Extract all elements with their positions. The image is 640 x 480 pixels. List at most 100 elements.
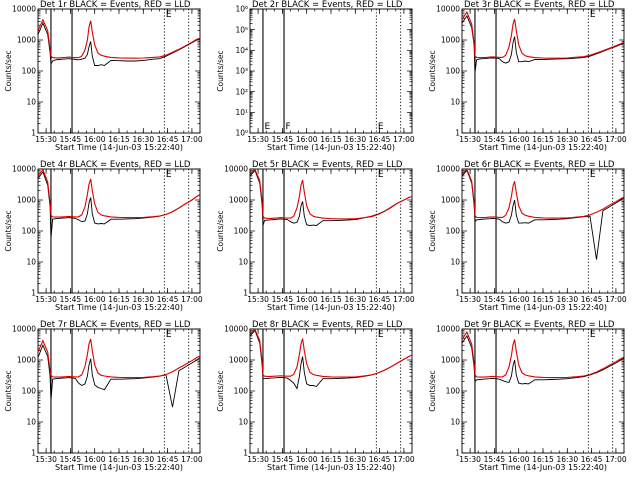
x-axis-label: Start Time (14-Jun-03 15:22:40) — [479, 143, 607, 152]
y-axis-label: Counts/sec — [428, 50, 437, 91]
x-tick-label: 16:30 — [344, 135, 366, 144]
x-tick-label: 16:45 — [581, 135, 603, 144]
panel-det-2r: Det 2r BLACK = Events, RED = LLD 10⁰ 10¹ 10… — [216, 0, 415, 152]
x-tick-label: 15:30 — [35, 295, 57, 304]
panel-title: Det 7r BLACK = Events, RED = LLD — [40, 320, 191, 330]
series-events-line — [37, 171, 201, 238]
marker-letter-e: E — [166, 10, 172, 20]
x-tick-label: 16:45 — [369, 135, 391, 144]
y-tick-label: 1000 — [441, 356, 460, 365]
x-tick-label: 16:45 — [581, 295, 603, 304]
y-axis-label: Counts/sec — [4, 50, 13, 91]
y-tick-label: 1 — [455, 129, 460, 138]
x-tick-label: 16:30 — [556, 135, 578, 144]
series-lld-line — [37, 168, 201, 219]
y-tick-label: 10000 — [436, 165, 460, 174]
x-tick-label: 17:00 — [181, 295, 203, 304]
x-tick-label: 16:45 — [157, 455, 179, 464]
panel-det-3r: Det 3r BLACK = Events, RED = LLD 1 10 100 10… — [428, 0, 627, 152]
x-tick-label: 16:00 — [508, 135, 530, 144]
y-tick-label: 100 — [22, 67, 37, 76]
panel-title: Det 5r BLACK = Events, RED = LLD — [252, 160, 403, 170]
x-tick-label: 17:00 — [393, 295, 415, 304]
y-tick-label: 100 — [22, 387, 37, 396]
y-tick-label: 1000 — [441, 196, 460, 205]
y-tick-label: 10⁵ — [235, 25, 248, 34]
x-tick-label: 16:00 — [296, 295, 318, 304]
y-tick-label: 10000 — [224, 325, 248, 334]
panel-title: Det 3r BLACK = Events, RED = LLD — [464, 0, 615, 10]
series-lld-line — [249, 328, 413, 378]
panel-det-9r: Det 9r BLACK = Events, RED = LLD 1 10 100 10… — [428, 320, 627, 472]
x-tick-label: 17:00 — [605, 295, 627, 304]
plot-frame — [461, 8, 625, 134]
series-events-line — [249, 329, 413, 390]
y-tick-label: 1 — [455, 449, 460, 458]
series-events-line — [249, 169, 413, 226]
x-tick-label: 16:45 — [157, 135, 179, 144]
x-axis-label: Start Time (14-Jun-03 15:22:40) — [479, 463, 607, 472]
x-tick-label: 16:15 — [532, 455, 554, 464]
x-tick-label: 17:00 — [393, 455, 415, 464]
series-events-line — [37, 344, 201, 408]
x-tick-label: 16:15 — [108, 135, 130, 144]
panel-det-7r: Det 7r BLACK = Events, RED = LLD 1 10 100 10… — [4, 320, 203, 472]
y-tick-label: 1000 — [441, 36, 460, 45]
x-tick-label: 15:30 — [459, 135, 481, 144]
y-tick-label: 1 — [31, 289, 36, 298]
x-axis-label: Start Time (14-Jun-03 15:22:40) — [267, 303, 395, 312]
x-axis-label: Start Time (14-Jun-03 15:22:40) — [55, 303, 183, 312]
x-tick-label: 16:30 — [556, 295, 578, 304]
series-lld-line — [461, 168, 625, 219]
x-tick-label: 15:30 — [247, 135, 269, 144]
x-tick-label: 16:30 — [132, 295, 154, 304]
y-tick-label: 10⁰ — [235, 129, 248, 138]
x-tick-label: 15:30 — [459, 295, 481, 304]
y-tick-label: 1000 — [17, 356, 36, 365]
x-tick-label: 15:45 — [272, 455, 294, 464]
y-tick-label: 10 — [450, 258, 460, 267]
x-tick-label: 15:45 — [272, 135, 294, 144]
x-tick-label: 15:45 — [272, 295, 294, 304]
x-tick-label: 15:45 — [484, 295, 506, 304]
x-tick-label: 15:30 — [459, 455, 481, 464]
y-tick-label: 10⁴ — [235, 46, 248, 55]
y-axis-label: Counts/sec — [4, 370, 13, 411]
marker-letter-e: E — [378, 330, 384, 340]
panel-title: Det 8r BLACK = Events, RED = LLD — [252, 320, 403, 330]
x-tick-label: 15:45 — [60, 295, 82, 304]
x-tick-label: 15:30 — [35, 135, 57, 144]
y-tick-label: 1000 — [17, 36, 36, 45]
x-tick-label: 17:00 — [605, 455, 627, 464]
y-axis-label: Counts/sec — [216, 50, 225, 91]
x-tick-label: 16:30 — [132, 455, 154, 464]
x-tick-label: 16:45 — [581, 455, 603, 464]
panel-det-6r: Det 6r BLACK = Events, RED = LLD 1 10 100 10… — [428, 160, 627, 312]
y-tick-label: 1000 — [17, 196, 36, 205]
marker-letter-e: E — [590, 170, 596, 180]
x-tick-label: 16:15 — [532, 295, 554, 304]
plot-frame — [249, 328, 413, 454]
x-tick-label: 17:00 — [393, 135, 415, 144]
y-tick-label: 10 — [238, 258, 248, 267]
plot-frame — [249, 8, 413, 134]
marker-letter-e: E — [378, 170, 384, 180]
y-tick-label: 1 — [455, 289, 460, 298]
panel-title: Det 6r BLACK = Events, RED = LLD — [464, 160, 615, 170]
panel-title: Det 9r BLACK = Events, RED = LLD — [464, 320, 615, 330]
x-tick-label: 16:00 — [508, 295, 530, 304]
series-events-line — [461, 14, 625, 73]
marker-letter-e: E — [166, 330, 172, 340]
y-tick-label: 10000 — [12, 165, 36, 174]
panel-title: Det 2r BLACK = Events, RED = LLD — [252, 0, 403, 10]
y-tick-label: 10000 — [436, 5, 460, 14]
plot-frame — [461, 168, 625, 294]
x-tick-label: 15:45 — [60, 455, 82, 464]
x-tick-label: 16:15 — [320, 455, 342, 464]
x-tick-label: 17:00 — [181, 455, 203, 464]
x-tick-label: 15:30 — [247, 295, 269, 304]
y-tick-label: 10 — [26, 98, 36, 107]
series-lld-line — [249, 168, 413, 220]
y-tick-label: 1 — [31, 449, 36, 458]
x-tick-label: 16:00 — [296, 135, 318, 144]
